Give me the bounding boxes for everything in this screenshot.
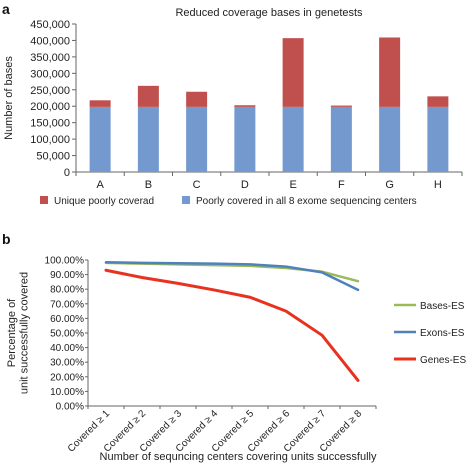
y-tick-label: 250,000 [30,85,70,97]
legend-label-poorly-covered: Poorly covered in all 8 exome sequencing… [196,196,417,207]
bar-C-series-0 [186,106,208,172]
x-tick-label: C [193,179,201,191]
bar-D-series-0 [234,106,256,172]
chart-title: Reduced coverage bases in genetests [175,7,363,19]
legend-label-unique: Unique poorly coverad [54,196,154,207]
legend-label-exons-es: Exons-ES [420,328,465,339]
bar-B-series-1 [137,85,159,107]
y-tick-label: 30.00% [50,358,84,369]
y-axis-label: Percentage ofunit successfully covered [6,272,31,394]
y-tick-label: 100.00% [45,256,85,267]
bar-H-series-1 [427,96,449,107]
series-line-genes-es [104,268,360,382]
y-tick-label: 50.00% [50,329,84,340]
y-tick-label: 150,000 [30,118,70,130]
y-tick-label: 50,000 [36,151,70,163]
x-tick-label: G [385,179,394,191]
x-tick-label: D [241,179,249,191]
line-chart-panel-b: b 0.00% 10.00% 20.00% 30.00% 40.00% 50.00% 60.… [2,231,466,463]
x-tick-label: F [338,179,345,191]
y-tick-label: 90.00% [50,270,84,281]
bar-B-series-0 [137,106,159,172]
y-tick-label: 40.00% [50,343,84,354]
x-tick-label: A [96,179,104,191]
y-tick-label: 100,000 [30,134,70,146]
y-tick-label: 20.00% [50,372,84,383]
bar-F-series-0 [330,106,352,172]
bar-G-series-1 [379,37,401,107]
x-axis-label: Number of sequncing centers covering uni… [100,451,377,463]
x-tick-label: E [289,179,296,191]
bar-H-series-0 [427,106,449,172]
bar-G-series-0 [379,106,401,172]
y-tick-label: 60.00% [50,314,84,325]
bar-chart-panel-a: a Reduced coverage bases in genetests 0 50… [2,1,463,207]
y-tick-label: 300,000 [30,68,70,80]
bar-E-series-1 [282,38,304,107]
bar-A-series-0 [89,106,111,172]
y-tick-label: 0 [64,167,70,179]
bar-A-series-1 [89,100,111,107]
y-axis-label: Number of bases [3,56,15,140]
legend-label-bases-es: Bases-ES [420,301,465,312]
legend-label-genes-es: Genes-ES [420,355,466,366]
y-tick-label: 10.00% [50,387,84,398]
bar-E-series-0 [282,106,304,172]
legend-swatch-unique [40,196,48,204]
x-tick-label: H [434,179,442,191]
panel-label-a: a [2,1,10,17]
y-tick-label: 80.00% [50,285,84,296]
series-line-exons-es [104,260,360,292]
bar-F-series-1 [330,105,352,107]
y-tick-label: 70.00% [50,299,84,310]
y-tick-label: 400,000 [30,35,70,47]
y-tick-label: 450,000 [30,19,70,31]
panel-label-b: b [2,231,11,247]
y-tick-label: 0.00% [56,402,84,413]
y-tick-label: 200,000 [30,101,70,113]
y-tick-label: 350,000 [30,52,70,64]
legend-swatch-poorly-covered [182,196,190,204]
bar-D-series-1 [234,105,256,107]
bar-C-series-1 [186,91,208,107]
x-tick-label: B [145,179,152,191]
